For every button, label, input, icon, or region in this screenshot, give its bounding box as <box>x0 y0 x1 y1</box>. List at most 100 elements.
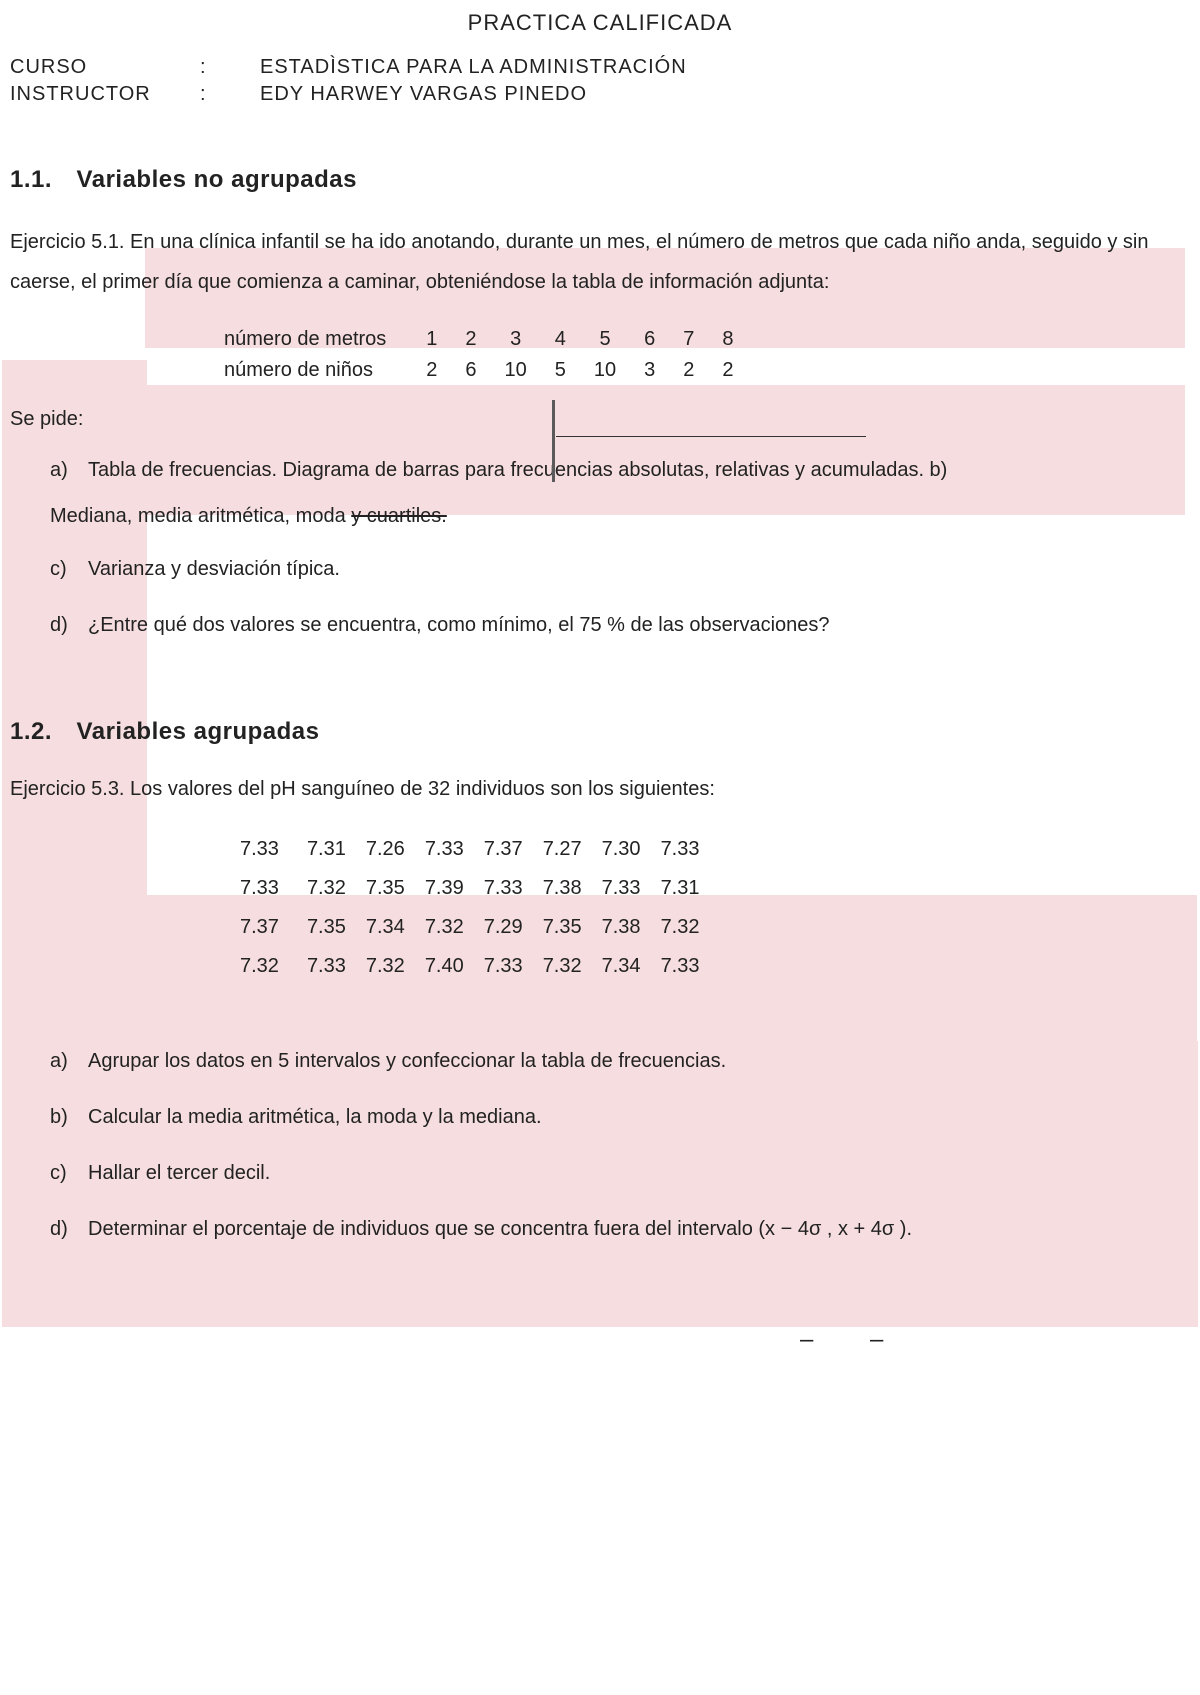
table-row: número de metros 1 2 3 4 5 6 7 8 <box>210 324 748 355</box>
meta-row-curso: CURSO : ESTADÌSTICA PARA LA ADMINISTRACI… <box>10 54 1190 81</box>
colon: : <box>200 54 260 81</box>
cell: 5 <box>541 355 580 386</box>
colon: : <box>200 81 260 108</box>
cell: 5 <box>580 324 630 355</box>
list-item: b) Calcular la media aritmética, la moda… <box>50 1102 1190 1132</box>
cell: 7.33 <box>474 869 533 908</box>
cell: 3 <box>630 355 669 386</box>
row-label: número de niños <box>210 355 412 386</box>
instructor-label: INSTRUCTOR <box>10 81 200 108</box>
strike-rule <box>556 436 866 437</box>
row-label: número de metros <box>210 324 412 355</box>
se-pide-label: Se pide: <box>10 408 1190 431</box>
cell: 7.32 <box>533 947 592 986</box>
cell: 7.33 <box>297 947 356 986</box>
cell: 3 <box>491 324 541 355</box>
item-text: Determinar el porcentaje de individuos q… <box>88 1214 912 1244</box>
cell: 2 <box>451 324 490 355</box>
cell: 7.32 <box>230 947 297 986</box>
instructor-value: EDY HARWEY VARGAS PINEDO <box>260 81 587 108</box>
cell: 7.31 <box>297 830 356 869</box>
item-text: Calcular la media aritmética, la moda y … <box>88 1102 542 1132</box>
item-marker: b) <box>50 1102 88 1132</box>
cell: 1 <box>412 324 451 355</box>
item-marker: d) <box>50 1214 88 1244</box>
document-title: PRACTICA CALIFICADA <box>10 10 1190 36</box>
table-row: 7.32 7.33 7.32 7.40 7.33 7.32 7.34 7.33 <box>230 947 710 986</box>
list-item: c) Varianza y desviación típica. <box>50 554 1190 584</box>
item-marker: a) <box>50 1046 88 1076</box>
list-item: d) Determinar el porcentaje de individuo… <box>50 1214 1190 1244</box>
cell: 7.34 <box>592 947 651 986</box>
table-row: 7.37 7.35 7.34 7.32 7.29 7.35 7.38 7.32 <box>230 908 710 947</box>
cell: 7.26 <box>356 830 415 869</box>
cell: 7.38 <box>592 908 651 947</box>
cell: 7.32 <box>356 947 415 986</box>
cell: 7.35 <box>297 908 356 947</box>
exercise-5-1-intro: Ejercicio 5.1. En una clínica infantil s… <box>10 222 1190 302</box>
cell: 7.32 <box>651 908 710 947</box>
section-1-2-heading: 1.2. Variables agrupadas <box>10 718 1190 746</box>
questions-1-1-cont: c) Varianza y desviación típica. d) ¿Ent… <box>10 554 1190 640</box>
questions-1-2: a) Agrupar los datos en 5 intervalos y c… <box>10 1046 1190 1244</box>
item-text: Mediana, media aritmética, moda <box>50 505 351 527</box>
text-cursor <box>552 400 555 482</box>
page: – – PRACTICA CALIFICADA CURSO : ESTADÌST… <box>0 0 1200 1695</box>
cell: 7.33 <box>651 830 710 869</box>
curso-label: CURSO <box>10 54 200 81</box>
meta-row-instructor: INSTRUCTOR : EDY HARWEY VARGAS PINEDO <box>10 81 1190 108</box>
dash-mark: – <box>800 1326 813 1354</box>
cell: 7.33 <box>415 830 474 869</box>
table-row: 7.33 7.32 7.35 7.39 7.33 7.38 7.33 7.31 <box>230 869 710 908</box>
curso-value: ESTADÌSTICA PARA LA ADMINISTRACIÓN <box>260 54 687 81</box>
item-b-continuation: Mediana, media aritmética, moda y cuarti… <box>10 505 1190 528</box>
cell: 7.33 <box>230 869 297 908</box>
dash-mark: – <box>870 1326 883 1354</box>
document-body: PRACTICA CALIFICADA CURSO : ESTADÌSTICA … <box>0 0 1200 1244</box>
list-item: d) ¿Entre qué dos valores se encuentra, … <box>50 610 1190 640</box>
cell: 2 <box>708 355 747 386</box>
cell: 7.33 <box>230 830 297 869</box>
metros-ninos-table: número de metros 1 2 3 4 5 6 7 8 número … <box>210 324 748 386</box>
exercise-5-3-intro: Ejercicio 5.3. Los valores del pH sanguí… <box>10 774 1190 804</box>
list-item: a) Agrupar los datos en 5 intervalos y c… <box>50 1046 1190 1076</box>
cell: 7.33 <box>592 869 651 908</box>
cell: 7.40 <box>415 947 474 986</box>
item-text: Varianza y desviación típica. <box>88 554 340 584</box>
item-text: ¿Entre qué dos valores se encuentra, com… <box>88 610 830 640</box>
item-text: Hallar el tercer decil. <box>88 1158 270 1188</box>
cell: 7 <box>669 324 708 355</box>
list-item: c) Hallar el tercer decil. <box>50 1158 1190 1188</box>
item-marker: d) <box>50 610 88 640</box>
item-text: Tabla de frecuencias. Diagrama de barras… <box>88 455 947 485</box>
cell: 6 <box>630 324 669 355</box>
cell: 10 <box>491 355 541 386</box>
cell: 2 <box>669 355 708 386</box>
struck-text: y cuartiles. <box>351 505 447 527</box>
cell: 7.31 <box>651 869 710 908</box>
cell: 2 <box>412 355 451 386</box>
questions-1-1: a) Tabla de frecuencias. Diagrama de bar… <box>10 455 1190 485</box>
cell: 7.37 <box>230 908 297 947</box>
table-row: 7.33 7.31 7.26 7.33 7.37 7.27 7.30 7.33 <box>230 830 710 869</box>
cell: 7.32 <box>297 869 356 908</box>
cell: 7.33 <box>474 947 533 986</box>
list-item: a) Tabla de frecuencias. Diagrama de bar… <box>50 455 1190 485</box>
item-text: Agrupar los datos en 5 intervalos y conf… <box>88 1046 726 1076</box>
cell: 8 <box>708 324 747 355</box>
item-marker: a) <box>50 455 88 485</box>
section-1-1-heading: 1.1. Variables no agrupadas <box>10 166 1190 194</box>
cell: 10 <box>580 355 630 386</box>
cell: 7.39 <box>415 869 474 908</box>
cell: 7.27 <box>533 830 592 869</box>
table-row: número de niños 2 6 10 5 10 3 2 2 <box>210 355 748 386</box>
cell: 7.38 <box>533 869 592 908</box>
cell: 7.37 <box>474 830 533 869</box>
item-marker: c) <box>50 554 88 584</box>
cell: 7.29 <box>474 908 533 947</box>
item-marker: c) <box>50 1158 88 1188</box>
cell: 4 <box>541 324 580 355</box>
cell: 7.35 <box>356 869 415 908</box>
ph-data-matrix: 7.33 7.31 7.26 7.33 7.37 7.27 7.30 7.33 … <box>230 830 710 986</box>
cell: 7.30 <box>592 830 651 869</box>
